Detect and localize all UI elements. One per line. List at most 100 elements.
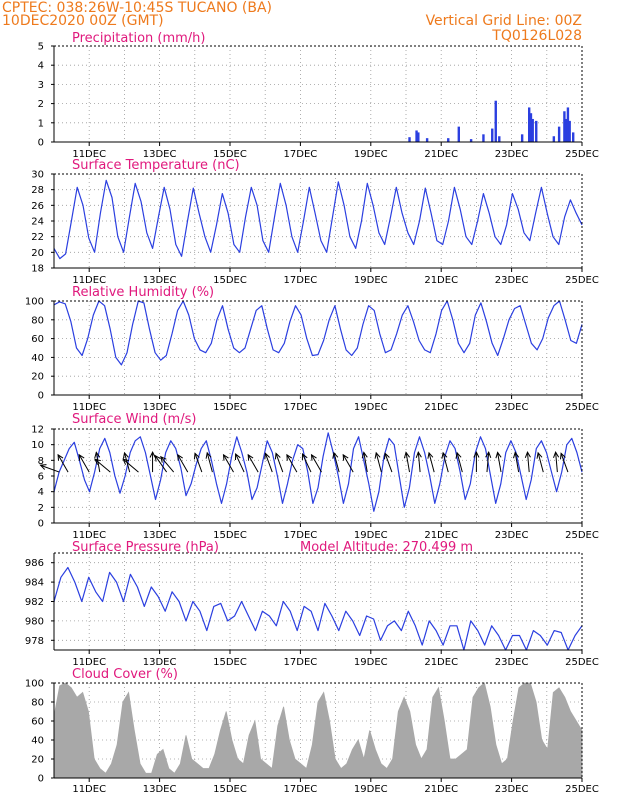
precip-y-tick-label: 2 — [38, 99, 44, 110]
temp-x-tick-label: 11DEC — [72, 275, 106, 286]
rh-y-tick-label: 60 — [31, 334, 44, 345]
precip-bar — [552, 136, 556, 142]
temp-y-tick-label: 20 — [31, 248, 44, 259]
precip-y-tick-label: 4 — [38, 61, 44, 72]
precip-x-tick-label: 25DEC — [565, 149, 599, 160]
wind-vector-shaft — [486, 452, 490, 473]
wind-vector-shaft — [333, 452, 340, 473]
wind-panel: 0 2 4 6 8 10 12 11DEC 13DEC 15DEC 17DEC 19DEC 21DEC 2… — [31, 412, 599, 541]
temp-y-tick-label: 24 — [31, 217, 44, 228]
temp-x-tick-label: 15DEC — [213, 275, 247, 286]
temp-y-tick-label: 30 — [31, 170, 44, 181]
wind-vector-shaft — [275, 453, 284, 473]
precip-bar — [498, 136, 501, 142]
wind-vector-shaft — [286, 454, 298, 473]
cloud-x-tick-label: 11DEC — [72, 784, 106, 795]
wind-vector-head — [57, 453, 64, 461]
pressure-panel: 978 980 982 984 986 11DEC 13DEC 15DEC 17DEC 19DEC… — [25, 540, 599, 668]
rh-y-tick-label: 40 — [31, 353, 44, 364]
precip-bar — [563, 111, 566, 142]
rh-x-tick-label: 15DEC — [213, 402, 247, 413]
wind-vector-shaft — [154, 455, 168, 473]
pres-x-tick-label: 13DEC — [143, 657, 177, 668]
wind-vector-head — [427, 451, 434, 459]
precip-bar — [494, 100, 497, 142]
wind-vector-head — [122, 451, 129, 459]
cloud-cover-panel: 0 20 40 60 80 100 11DEC 13DEC 15DEC 17DEC 19DEC 21D… — [25, 667, 599, 795]
wind-vector-shaft — [223, 454, 234, 473]
wind-y-tick-label: 10 — [31, 440, 44, 451]
wind-series-line — [53, 432, 583, 512]
rh-y-tick-label: 0 — [38, 391, 44, 402]
wind-x-tick-label: 11DEC — [72, 530, 106, 541]
wind-vector-head — [513, 451, 520, 459]
precip-y-tick-label: 1 — [38, 118, 44, 129]
pres-x-tick-label: 15DEC — [213, 657, 247, 668]
precip-bar — [531, 118, 534, 142]
wind-vector-head — [553, 451, 560, 458]
precip-y-tick-label: 0 — [38, 138, 44, 149]
precip-bar — [520, 134, 524, 142]
rh-x-tick-label: 23DEC — [495, 402, 529, 413]
cloud-x-tick-label: 25DEC — [565, 784, 599, 795]
precip-x-tick-label: 13DEC — [143, 149, 177, 160]
precip-bar — [491, 128, 494, 142]
wind-vector-shaft — [342, 454, 354, 473]
wind-vector-head — [332, 451, 339, 459]
wind-y-tick-label: 6 — [38, 472, 44, 483]
temp-x-tick-label: 25DEC — [565, 275, 599, 286]
wind-vector-head — [286, 453, 293, 461]
wind-vector-head — [485, 451, 492, 458]
wind-vector-head — [264, 452, 271, 460]
pres-x-tick-label: 23DEC — [495, 657, 529, 668]
wind-vector-head — [536, 451, 543, 459]
cloud-x-tick-label: 23DEC — [495, 784, 529, 795]
temp-panel-title: Surface Temperature (nC) — [72, 158, 240, 173]
rh-y-tick-label: 100 — [25, 297, 44, 308]
wind-vector-shaft — [247, 454, 259, 473]
wind-vector-shaft — [384, 453, 393, 473]
rh-x-tick-label: 11DEC — [72, 402, 106, 413]
wind-y-tick-label: 0 — [38, 519, 44, 530]
wind-x-tick-label: 17DEC — [284, 530, 318, 541]
wind-vector-head — [78, 453, 85, 461]
pres-y-tick-label: 986 — [25, 558, 44, 569]
wind-vector-head — [560, 452, 566, 460]
precip-y-tick-label: 3 — [38, 80, 44, 91]
wind-vector-shaft — [526, 452, 530, 473]
pres-x-tick-label: 25DEC — [565, 657, 599, 668]
wind-vector-shaft — [235, 453, 245, 473]
wind-x-tick-label: 21DEC — [424, 530, 458, 541]
temperature-panel: 18 20 22 24 26 28 30 11DEC 13DEC 15DEC 17DEC 19DEC 2… — [31, 158, 599, 286]
wind-x-tick-label: 19DEC — [354, 530, 388, 541]
rh-y-tick-label: 20 — [31, 372, 44, 383]
cloud-x-tick-label: 17DEC — [284, 784, 318, 795]
wind-vector-shaft — [206, 452, 213, 473]
wind-vector-shaft — [442, 452, 449, 473]
precip-panel-title: Precipitation (mm/h) — [72, 31, 205, 46]
wind-vector-shaft — [57, 454, 69, 473]
wind-y-tick-label: 12 — [31, 425, 44, 436]
wind-vector-shaft — [560, 453, 569, 473]
wind-vector-shaft — [40, 464, 60, 473]
cloud-y-tick-label: 60 — [31, 717, 44, 728]
precip-x-tick-label: 19DEC — [354, 149, 388, 160]
wind-vector-head — [310, 453, 317, 461]
precip-x-tick-label: 15DEC — [213, 149, 247, 160]
wind-vector-shaft — [375, 452, 382, 473]
temp-x-tick-label: 13DEC — [143, 275, 177, 286]
wind-x-tick-label: 15DEC — [213, 530, 247, 541]
wind-y-tick-label: 2 — [38, 503, 44, 514]
precip-bar — [528, 107, 531, 142]
wind-vector-head — [149, 450, 156, 458]
wind-vector-shaft — [428, 452, 435, 473]
pres-y-tick-label: 984 — [25, 578, 44, 589]
wind-vector-head — [160, 455, 167, 463]
wind-vector-shaft — [94, 458, 111, 473]
pres-y-tick-label: 978 — [25, 636, 44, 647]
wind-vector-head — [441, 451, 448, 459]
precip-x-tick-label: 11DEC — [72, 149, 106, 160]
precip-y-tick-label: 5 — [38, 42, 44, 53]
precipitation-panel: 0 1 2 3 4 5 11DEC 13DEC 15DEC 17DEC 19DEC 21DEC 23DE… — [38, 31, 599, 160]
